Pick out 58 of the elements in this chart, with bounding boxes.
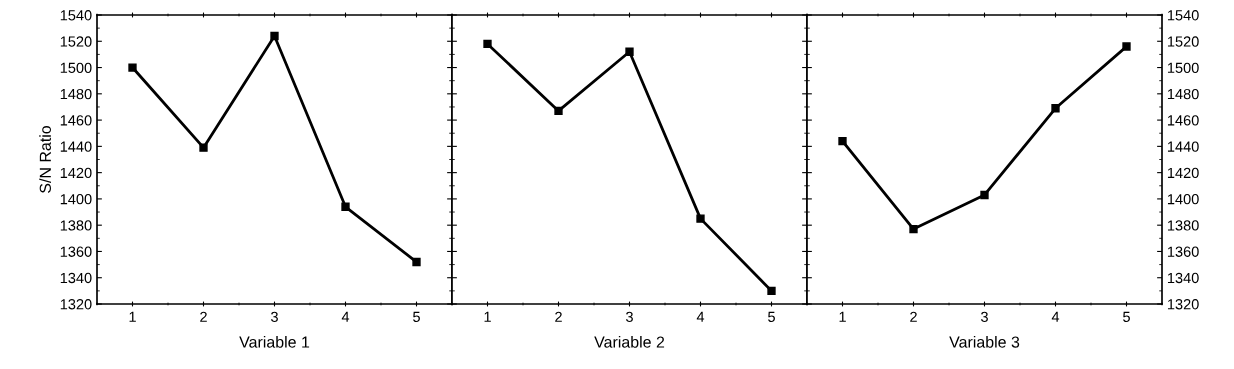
point	[483, 39, 492, 49]
y2-tick-label: 1460	[1167, 115, 1199, 126]
y-tick-label: 1540	[60, 10, 92, 21]
x-tick-label: 4	[1051, 311, 1060, 322]
point	[341, 202, 350, 211]
point	[1051, 104, 1060, 113]
y-tick-label: 1460	[60, 115, 92, 126]
point	[696, 214, 705, 223]
y2-tick-label: 1440	[1167, 141, 1199, 152]
y2-tick-label: 1500	[1167, 62, 1199, 73]
y2-tick-label: 1340	[1167, 272, 1199, 284]
x-axis-title: Variable 1	[239, 336, 310, 348]
y-tick-label: 1520	[60, 36, 92, 47]
y2-tick-label: 1540	[1167, 10, 1199, 21]
x-tick-label: 1	[839, 311, 846, 322]
y-axis-title: S/N Ratio	[39, 125, 51, 193]
point	[412, 257, 421, 267]
y-tick-label: 1400	[60, 194, 92, 205]
x-tick-label: 1	[484, 311, 491, 322]
x-tick-label: 5	[413, 311, 420, 322]
x-tick-label: 2	[200, 311, 207, 322]
x-tick-label: 3	[271, 311, 278, 322]
y2-tick-label: 1420	[1167, 167, 1199, 179]
y-tick-label: 1480	[60, 88, 92, 100]
y-tick-label: 1500	[60, 62, 92, 73]
x-tick-label: 3	[981, 311, 988, 322]
y-tick-label: 1360	[60, 246, 92, 257]
point	[625, 47, 634, 56]
x-tick-label: 3	[626, 311, 633, 322]
x-tick-label: 5	[768, 311, 775, 322]
x-tick-label: 1	[129, 311, 136, 322]
y-tick-label: 1340	[60, 272, 92, 284]
x-tick-label: 4	[696, 311, 705, 322]
point	[909, 224, 918, 234]
y2-tick-label: 1520	[1167, 36, 1199, 47]
point	[199, 143, 208, 152]
y-tick-label: 1320	[60, 299, 92, 310]
point	[270, 31, 279, 41]
y-tick-label: 1420	[60, 167, 92, 179]
point	[767, 286, 776, 296]
point	[554, 106, 563, 116]
x-tick-label: 2	[910, 311, 917, 322]
y2-tick-label: 1320	[1167, 299, 1199, 310]
point	[1122, 42, 1131, 51]
y2-tick-label: 1380	[1167, 220, 1199, 231]
y-tick-label: 1380	[60, 220, 92, 231]
x-axis-title: Variable 3	[949, 336, 1020, 348]
point	[838, 136, 847, 146]
point	[980, 190, 989, 200]
y-tick-label: 1440	[60, 141, 92, 152]
x-axis-title: Variable 2	[594, 336, 665, 348]
x-tick-label: 2	[555, 311, 562, 322]
y2-tick-label: 1360	[1167, 246, 1199, 257]
x-tick-label: 4	[341, 311, 350, 322]
y2-tick-label: 1400	[1167, 194, 1199, 205]
x-tick-label: 5	[1123, 311, 1130, 322]
y2-tick-label: 1480	[1167, 88, 1199, 100]
point	[128, 63, 137, 72]
